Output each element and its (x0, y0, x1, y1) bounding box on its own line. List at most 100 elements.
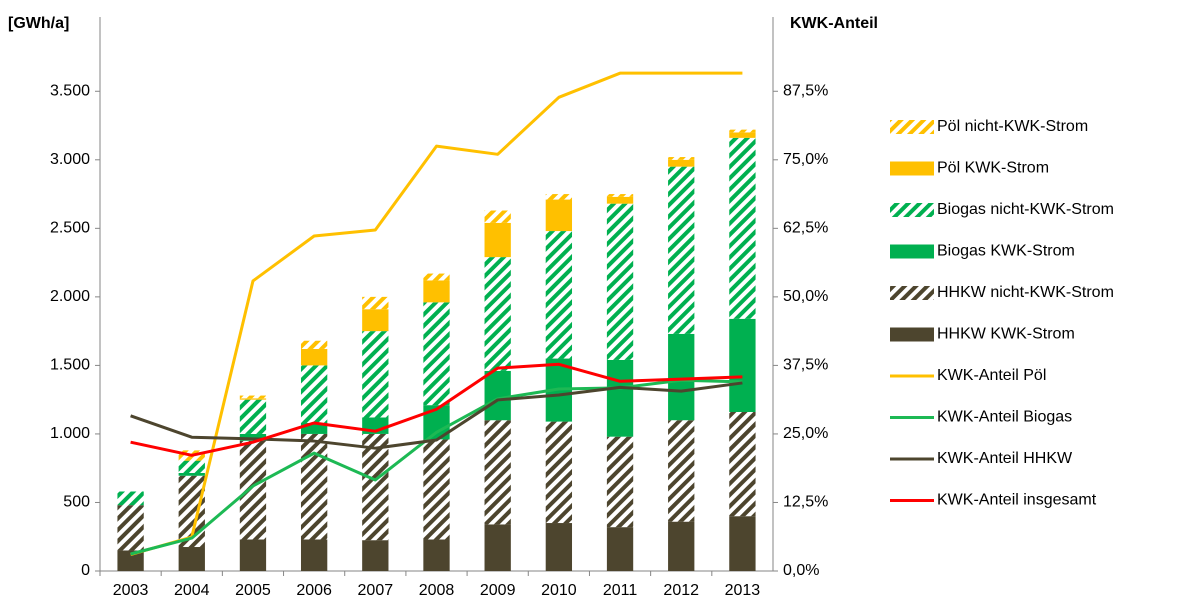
x-tick-label: 2004 (174, 582, 210, 599)
bar-segment (300, 348, 328, 366)
x-tick-label: 2006 (296, 582, 332, 599)
bar-segment (239, 539, 267, 571)
bar-segment (117, 550, 144, 571)
y-tick-label: 1.500 (50, 357, 90, 374)
bar-segment (606, 527, 634, 571)
bar-segment (239, 440, 267, 540)
bar-segment (423, 539, 450, 571)
y2-tick-label: 0,0% (783, 562, 819, 579)
y-axis-label: [GWh/a] (8, 15, 69, 32)
y2-axis-label: KWK-Anteil (790, 15, 878, 32)
line (130, 71, 743, 556)
bar-segment (545, 231, 573, 359)
x-tick-label: 2007 (358, 582, 394, 599)
y-tick-label: 2.500 (50, 220, 90, 237)
legend-label: Biogas nicht-KWK-Strom (937, 201, 1114, 218)
bar-segment (545, 421, 573, 524)
bar-segment (545, 194, 573, 200)
bar-segment (239, 395, 267, 399)
y2-tick-label: 12,5% (783, 494, 828, 511)
legend-swatch (890, 244, 934, 259)
bar-segment (729, 129, 756, 133)
legend-label: Pöl KWK-Strom (937, 160, 1049, 177)
x-tick-label: 2011 (603, 582, 638, 599)
bar-segment (423, 273, 450, 281)
y2-tick-label: 75,0% (783, 151, 828, 168)
bar-segment (178, 460, 205, 473)
legend-label: Biogas KWK-Strom (937, 243, 1075, 260)
bar-segment (423, 280, 450, 303)
y2-tick-label: 62,5% (783, 220, 828, 237)
legend-swatch (890, 161, 934, 176)
y-tick-label: 3.500 (50, 82, 90, 99)
legend-label: HHKW KWK-Strom (937, 326, 1075, 343)
bar-segment (362, 296, 389, 310)
bar-segment (484, 257, 511, 371)
x-tick-label: 2005 (235, 582, 271, 599)
bar-segment (668, 333, 695, 421)
y-tick-label: 2.000 (50, 288, 90, 305)
bar-segment (362, 540, 389, 571)
bar-segment (484, 210, 511, 223)
x-tick-label: 2013 (725, 582, 761, 599)
bar-segment (484, 524, 511, 571)
bar-segment (668, 166, 695, 334)
y-tick-label: 3.000 (50, 151, 90, 168)
legend-label: KWK-Anteil Pöl (937, 367, 1046, 384)
bar-segment (606, 359, 634, 437)
bar-segment (423, 302, 450, 406)
bar-segment (362, 331, 389, 418)
y2-tick-label: 25,0% (783, 425, 828, 442)
legend-label: KWK-Anteil HHKW (937, 450, 1073, 467)
bar-segment (484, 370, 511, 421)
bar-segment (606, 436, 634, 528)
legend-label: KWK-Anteil insgesamt (937, 492, 1097, 509)
bar-segment (729, 516, 756, 571)
bar-segment (606, 196, 634, 204)
bar-segment (117, 505, 144, 551)
bar-segment (729, 412, 756, 517)
legend-label: Pöl nicht-KWK-Strom (937, 118, 1088, 135)
bar-segment (239, 399, 267, 434)
bar-segment (239, 433, 267, 441)
bar-segment (300, 365, 328, 423)
legend-swatch (890, 203, 934, 217)
bar-segment (117, 491, 144, 506)
line (130, 362, 743, 457)
bar-segment (668, 521, 695, 571)
x-tick-label: 2009 (480, 582, 516, 599)
legend-label: KWK-Anteil Biogas (937, 409, 1072, 426)
bar-segment (606, 203, 634, 360)
bar-segment (729, 318, 756, 413)
bar-segment (178, 547, 205, 571)
bar-segment (300, 340, 328, 349)
bar-segment (545, 199, 573, 232)
bar-segment (668, 159, 695, 167)
y-tick-label: 500 (63, 494, 90, 511)
bar-segment (545, 523, 573, 571)
bar-segment (423, 439, 450, 540)
y-tick-label: 0 (81, 562, 90, 579)
bar-segment (729, 132, 756, 138)
bar-segment (668, 420, 695, 522)
legend-label: HHKW nicht-KWK-Strom (937, 284, 1114, 301)
bar-segment (362, 433, 389, 541)
legend-swatch (890, 120, 934, 134)
bar-segment (606, 194, 634, 197)
legend-swatch (890, 286, 934, 300)
x-tick-label: 2003 (113, 582, 149, 599)
x-tick-label: 2008 (419, 582, 455, 599)
bar-segment (300, 433, 328, 540)
legend-swatch (890, 327, 934, 342)
bar-segment (300, 539, 328, 571)
bar-segment (239, 398, 267, 400)
y2-tick-label: 87,5% (783, 82, 828, 99)
bar-segment (178, 472, 205, 476)
bar-segment (729, 137, 756, 319)
bar-segment (362, 309, 389, 332)
line (130, 381, 743, 450)
x-tick-label: 2010 (541, 582, 577, 599)
line (130, 378, 743, 556)
bar-segment (484, 420, 511, 525)
